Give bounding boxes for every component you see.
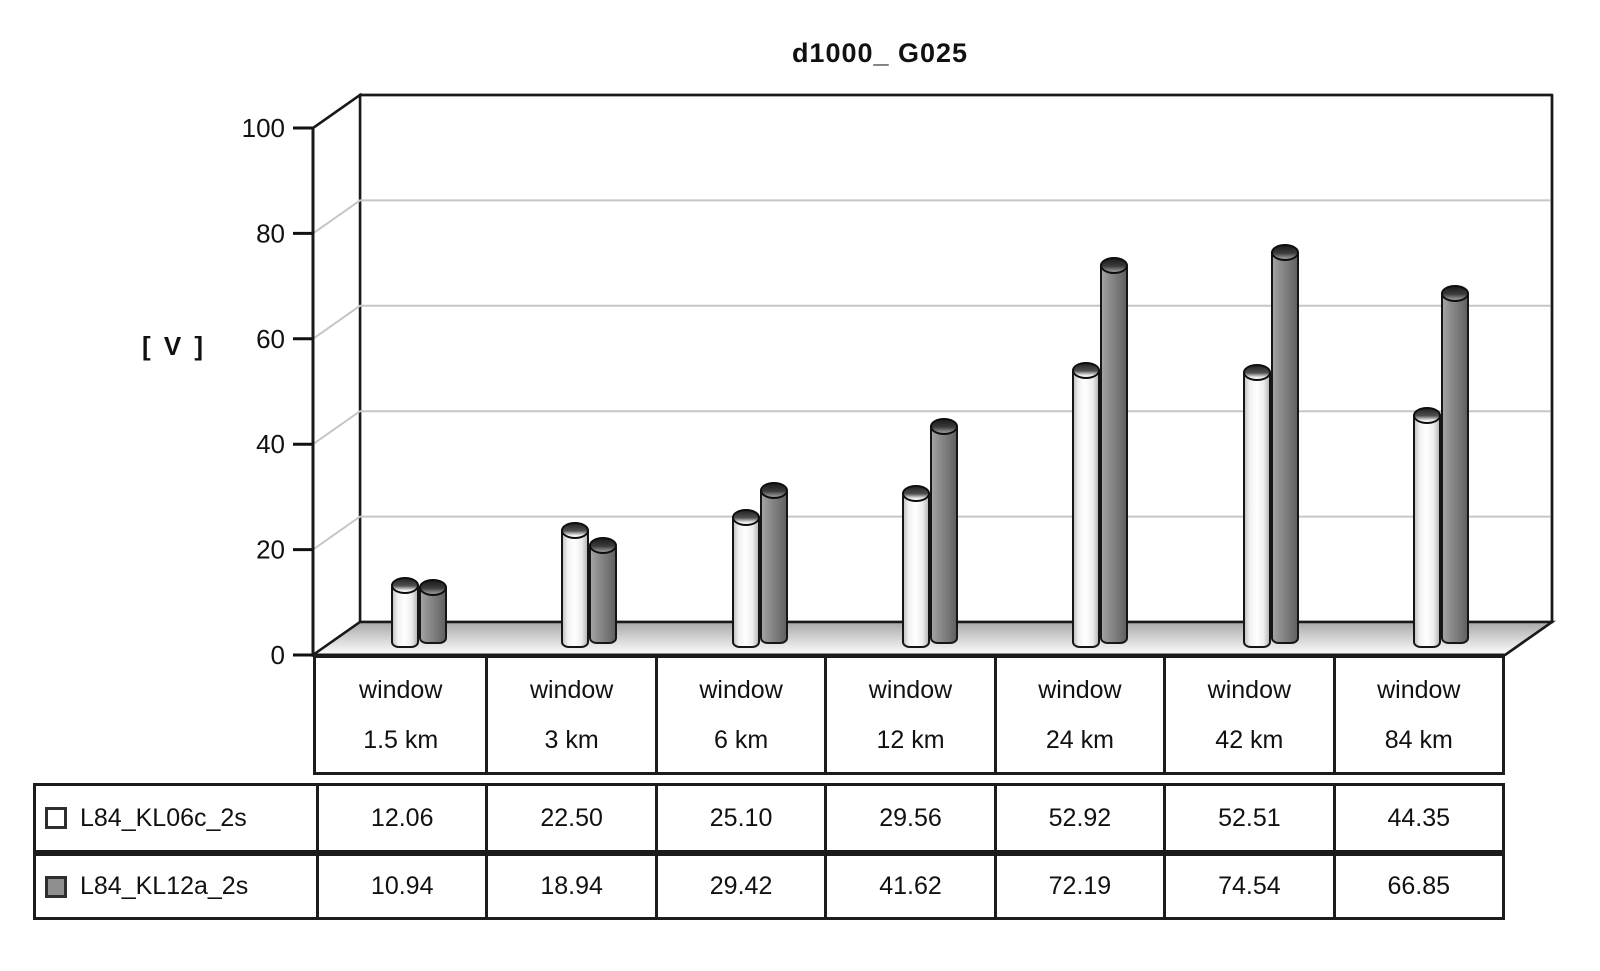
table-value-cell: 41.62 [824,856,993,917]
legend-cell: L84_KL06c_2s [36,786,316,850]
category-header-cell: window 3 km [485,658,654,772]
category-label-line2: 6 km [713,725,769,754]
category-label-line1: window [868,675,953,704]
category-label-line2: 84 km [1384,725,1453,754]
gridline [312,304,1552,340]
y-tick-label: 0 [271,640,285,670]
table-value-cell: 25.10 [654,786,824,850]
y-tick-label: 40 [256,429,285,459]
category-label-line1: window [699,675,783,704]
table-value-cell: 52.51 [1163,786,1332,850]
series-row-L84_KL12a_2s: L84_KL12a_2s 10.94 18.94 29.42 41.62 72.19 74.… [33,853,1505,920]
table-value-cell: 29.42 [654,856,824,917]
category-header-cell: window 6 km [654,658,824,772]
series-row-L84_KL06c_2s: L84_KL06c_2s 12.06 22.50 25.10 29.56 52.92 52.… [33,783,1505,853]
category-label-line1: window [1207,675,1292,704]
category-header-cell: window 42 km [1163,658,1332,772]
gridline [312,410,1552,446]
category-header-row: window 1.5 km window 3 km window 6 km window 12… [313,655,1505,775]
category-label-line2: 24 km [1045,725,1114,754]
table-value-cell: 18.94 [485,856,654,917]
gridline [312,199,1552,235]
gridline [312,515,1552,551]
series-name: L84_KL12a_2s [80,872,249,900]
y-axis-label: [ V ] [141,331,207,361]
table-value-cell: 22.50 [485,786,654,850]
legend-cell: L84_KL12a_2s [36,856,316,917]
chart-title: d1000_ G025 [791,38,969,68]
table-value-cell: 52.92 [993,786,1163,850]
legend-marker-L84_KL12a_2s [45,875,67,898]
category-header-cell: window 84 km [1332,658,1502,772]
series-name: L84_KL06c_2s [80,803,247,832]
table-value-cell: 44.35 [1332,786,1502,850]
legend-marker-L84_KL06c_2s [45,807,67,829]
top-left-edge [312,93,361,130]
bottom-right-edge [1504,620,1553,657]
table-value-cell: 72.19 [993,856,1163,917]
table-value-cell: 29.56 [824,786,993,850]
category-label-line1: window [1038,675,1122,704]
table-value-cell: 66.85 [1332,856,1502,917]
category-label-line2: 3 km [544,725,599,754]
table-value-cell: 12.06 [316,786,485,850]
category-label-line2: 42 km [1215,725,1284,754]
y-tick-label: 100 [242,113,285,143]
category-header-cell: window 1.5 km [316,658,485,772]
y-tick-label: 20 [256,535,285,565]
category-header-cell: window 24 km [993,658,1163,772]
category-header-cell: window 12 km [824,658,993,772]
category-label-line2: 1.5 km [363,725,439,754]
category-label-line1: window [529,675,614,704]
category-label-line1: window [1377,675,1461,704]
y-tick-label: 80 [256,218,285,248]
table-value-cell: 74.54 [1163,856,1332,917]
table-value-cell: 10.94 [316,856,485,917]
category-label-line2: 12 km [876,725,945,754]
y-tick-label: 60 [256,324,285,354]
category-label-line1: window [359,675,443,704]
